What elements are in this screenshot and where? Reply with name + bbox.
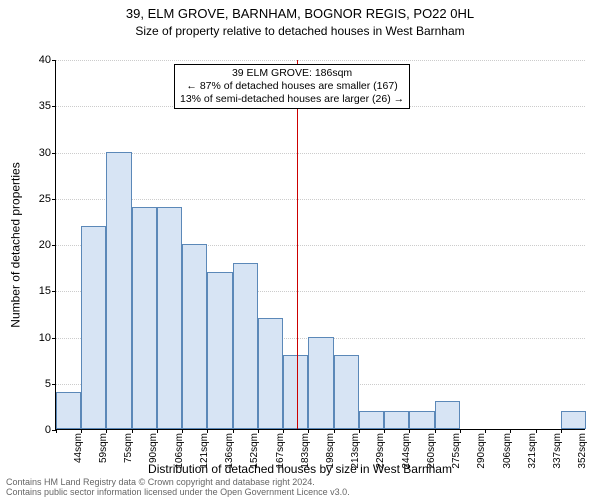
histogram-bar xyxy=(182,244,207,429)
y-tick-mark xyxy=(52,245,56,246)
y-axis-label-wrap: Number of detached properties xyxy=(9,60,23,430)
y-tick-mark xyxy=(52,199,56,200)
footer-line-2: Contains public sector information licen… xyxy=(6,488,350,498)
footer-attribution: Contains HM Land Registry data © Crown c… xyxy=(6,478,350,498)
x-tick-mark xyxy=(258,429,259,433)
y-tick-mark xyxy=(52,60,56,61)
x-tick-mark xyxy=(308,429,309,433)
histogram-bar xyxy=(409,411,434,430)
chart-container: 39, ELM GROVE, BARNHAM, BOGNOR REGIS, PO… xyxy=(0,0,600,500)
y-tick-label: 35 xyxy=(39,100,51,112)
histogram-bar xyxy=(233,263,258,430)
histogram-bar xyxy=(561,411,586,430)
histogram-bar xyxy=(81,226,106,430)
histogram-bar xyxy=(157,207,182,429)
x-axis-label: Distribution of detached houses by size … xyxy=(0,462,600,476)
y-tick-label: 30 xyxy=(39,147,51,159)
y-tick-mark xyxy=(52,291,56,292)
y-tick-label: 5 xyxy=(45,378,51,390)
histogram-bar xyxy=(334,355,359,429)
y-tick-label: 15 xyxy=(39,285,51,297)
y-tick-label: 40 xyxy=(39,54,51,66)
y-tick-label: 10 xyxy=(39,332,51,344)
x-tick-mark xyxy=(283,429,284,433)
y-tick-mark xyxy=(52,338,56,339)
x-tick-label: 44sqm xyxy=(73,433,84,463)
histogram-bar xyxy=(308,337,333,430)
histogram-bar xyxy=(106,152,131,430)
histogram-bar xyxy=(207,272,232,429)
x-tick-label: 90sqm xyxy=(148,433,159,463)
x-tick-mark xyxy=(460,429,461,433)
y-tick-mark xyxy=(52,106,56,107)
gridline xyxy=(56,199,585,200)
x-tick-mark xyxy=(182,429,183,433)
x-tick-mark xyxy=(132,429,133,433)
plot-area: 051015202530354044sqm59sqm75sqm90sqm106s… xyxy=(55,60,585,430)
x-tick-mark xyxy=(536,429,537,433)
y-tick-label: 25 xyxy=(39,193,51,205)
x-tick-mark xyxy=(207,429,208,433)
title-line-1: 39, ELM GROVE, BARNHAM, BOGNOR REGIS, PO… xyxy=(0,6,600,21)
y-axis-label: Number of detached properties xyxy=(9,162,23,327)
histogram-bar xyxy=(283,355,308,429)
y-tick-label: 20 xyxy=(39,239,51,251)
x-tick-mark xyxy=(157,429,158,433)
histogram-bar xyxy=(384,411,409,430)
x-tick-mark xyxy=(485,429,486,433)
histogram-bar xyxy=(359,411,384,430)
x-tick-mark xyxy=(81,429,82,433)
x-tick-mark xyxy=(106,429,107,433)
x-tick-mark xyxy=(561,429,562,433)
marker-line xyxy=(297,60,298,429)
x-tick-mark xyxy=(409,429,410,433)
x-tick-mark xyxy=(56,429,57,433)
annotation-box: 39 ELM GROVE: 186sqm← 87% of detached ho… xyxy=(174,64,410,109)
annotation-line-2: ← 87% of detached houses are smaller (16… xyxy=(180,80,404,93)
x-tick-label: 59sqm xyxy=(98,433,109,463)
x-tick-mark xyxy=(359,429,360,433)
title-line-2: Size of property relative to detached ho… xyxy=(0,24,600,38)
gridline xyxy=(56,60,585,61)
x-tick-label: 75sqm xyxy=(123,433,134,463)
histogram-bar xyxy=(56,392,81,429)
histogram-bar xyxy=(258,318,283,429)
annotation-line-3: 13% of semi-detached houses are larger (… xyxy=(180,93,404,106)
x-tick-mark xyxy=(233,429,234,433)
y-tick-label: 0 xyxy=(45,424,51,436)
y-tick-mark xyxy=(52,384,56,385)
gridline xyxy=(56,153,585,154)
histogram-bar xyxy=(132,207,157,429)
x-tick-mark xyxy=(510,429,511,433)
x-tick-mark xyxy=(334,429,335,433)
x-tick-mark xyxy=(384,429,385,433)
y-tick-mark xyxy=(52,153,56,154)
annotation-line-1: 39 ELM GROVE: 186sqm xyxy=(180,67,404,80)
histogram-bar xyxy=(435,401,460,429)
x-tick-mark xyxy=(435,429,436,433)
